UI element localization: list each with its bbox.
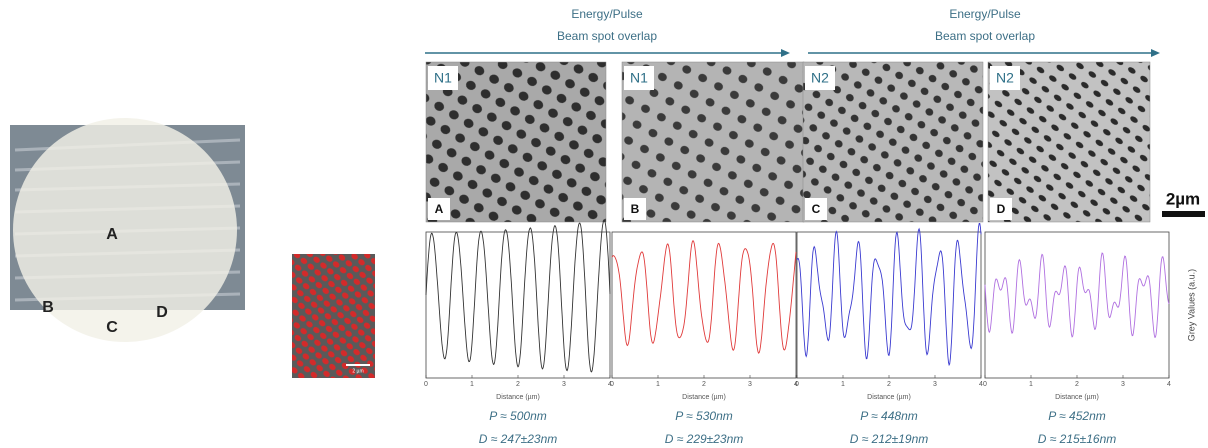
label-bg: [428, 198, 450, 220]
panel-letter: D: [997, 202, 1006, 216]
profile-curve: [611, 240, 797, 354]
x-tick-label: 0: [424, 381, 428, 388]
diameter-caption: D ≈ 212±19nm: [850, 432, 929, 446]
panel-letter: A: [435, 202, 444, 216]
diameter-caption: D ≈ 215±16nm: [1038, 432, 1117, 446]
plot-frame: [611, 231, 797, 379]
x-tick-label: 1: [841, 381, 845, 388]
x-axis-label: Distance (µm): [496, 394, 540, 401]
period-caption: P ≈ 500nm: [489, 409, 547, 423]
label-bg: [624, 66, 654, 90]
x-tick-label: 3: [562, 381, 566, 388]
x-tick-label: 0: [983, 381, 987, 388]
x-tick-label: 3: [748, 381, 752, 388]
x-tick-label: 2: [1075, 381, 1079, 388]
x-tick-label: 2: [702, 381, 706, 388]
inset-scale-label: 2 µm: [352, 368, 363, 374]
scale-bar: [1162, 211, 1205, 217]
x-tick-label: 3: [933, 381, 937, 388]
label-bg: [990, 66, 1020, 90]
inset-image: [292, 254, 375, 378]
arrow-label: Energy/Pulse: [571, 7, 643, 21]
photo-label: A: [106, 226, 118, 243]
x-tick-label: 4: [979, 381, 983, 388]
x-tick-label: 1: [1029, 381, 1033, 388]
scale-bar-label: 2µm: [1166, 189, 1200, 208]
x-tick-label: 2: [516, 381, 520, 388]
profile-curve: [796, 222, 982, 367]
label-bg: [805, 198, 827, 220]
sample-label: N2: [811, 70, 829, 86]
arrow-label: Beam spot overlap: [935, 29, 1035, 43]
sample-label: N1: [434, 70, 452, 86]
arrow-label: Beam spot overlap: [557, 29, 657, 43]
x-tick-label: 4: [608, 381, 612, 388]
panel-letter: B: [631, 202, 640, 216]
photo-label: B: [42, 299, 54, 316]
x-tick-label: 2: [887, 381, 891, 388]
x-tick-label: 3: [1121, 381, 1125, 388]
x-tick-label: 4: [794, 381, 798, 388]
period-caption: P ≈ 452nm: [1048, 409, 1106, 423]
sample-label: N2: [996, 70, 1014, 86]
plot-frame: [984, 231, 1170, 379]
x-tick-label: 4: [1167, 381, 1171, 388]
panel-letter: C: [812, 202, 821, 216]
arrows: [425, 49, 1160, 57]
x-tick-label: 1: [656, 381, 660, 388]
photo-label: D: [156, 304, 168, 321]
period-caption: P ≈ 448nm: [860, 409, 918, 423]
x-tick-label: 0: [610, 381, 614, 388]
x-tick-label: 1: [470, 381, 474, 388]
period-caption: P ≈ 530nm: [675, 409, 733, 423]
label-bg: [990, 198, 1012, 220]
x-tick-label: 0: [795, 381, 799, 388]
diameter-caption: D ≈ 247±23nm: [479, 432, 558, 446]
plot-frame: [425, 231, 611, 379]
diameter-caption: D ≈ 229±23nm: [665, 432, 744, 446]
photo-label: C: [106, 319, 118, 336]
label-bg: [805, 66, 835, 90]
label-bg: [624, 198, 646, 220]
label-bg: [428, 66, 458, 90]
y-axis-label: Grey Values (a.u.): [1186, 269, 1196, 341]
x-axis-label: Distance (µm): [867, 394, 911, 401]
sample-label: N1: [630, 70, 648, 86]
profile-curve: [425, 219, 611, 373]
x-axis-label: Distance (µm): [682, 394, 726, 401]
profile-curve: [984, 252, 1170, 339]
x-axis-label: Distance (µm): [1055, 394, 1099, 401]
sample-photo: [10, 118, 245, 342]
arrow-label: Energy/Pulse: [949, 7, 1021, 21]
